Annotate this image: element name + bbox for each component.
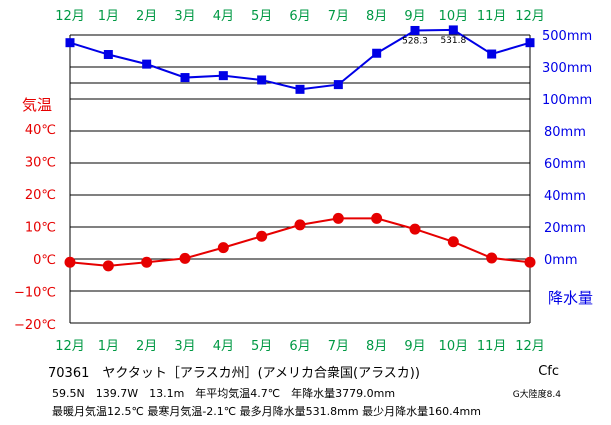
temperature-point — [524, 256, 536, 268]
temperature-tick-label: 30℃ — [25, 156, 56, 171]
precipitation-tick-label: 40mm — [544, 189, 586, 204]
month-label-bottom: 3月 — [174, 339, 195, 354]
month-label-bottom: 12月 — [515, 339, 545, 354]
temperature-tick-label: 10℃ — [25, 221, 56, 236]
month-label-bottom: 7月 — [328, 339, 349, 354]
precipitation-axis-title: 降水量 — [548, 289, 593, 307]
month-label-top: 12月 — [515, 9, 545, 24]
station-title: 70361 ヤクタット［アラスカ州］(アメリカ合衆国(アラスカ)) — [48, 366, 420, 381]
month-label-bottom: 4月 — [213, 339, 234, 354]
precipitation-tick-label: 500mm — [542, 29, 592, 44]
precipitation-series: 528.3 531.8 — [65, 25, 535, 94]
precipitation-tick-label: 20mm — [544, 221, 586, 236]
precipitation-point — [142, 59, 152, 69]
precipitation-tick-label: 60mm — [544, 157, 586, 172]
precipitation-point — [410, 25, 420, 35]
month-label-bottom: 8月 — [366, 339, 387, 354]
temperature-point — [447, 236, 459, 248]
temperature-axis: 気温 40℃ 30℃ 20℃ 10℃ 0℃ −10℃ −20℃ — [14, 96, 56, 333]
climate-classification: Cfc — [538, 364, 559, 379]
station-extremes: 最暖月気温12.5℃ 最寒月気温-2.1℃ 最多月降水量531.8mm 最少月降… — [52, 405, 481, 418]
temperature-point — [486, 252, 498, 264]
precipitation-point — [218, 71, 228, 81]
continentality-index: G大陸度8.4 — [512, 390, 561, 400]
month-label-bottom: 2月 — [136, 339, 157, 354]
month-label-top: 11月 — [477, 9, 507, 24]
precipitation-point — [333, 80, 343, 90]
month-label-top: 4月 — [213, 9, 234, 24]
temperature-point — [332, 212, 344, 224]
month-label-bottom: 10月 — [439, 339, 469, 354]
temperature-tick-label: −10℃ — [14, 286, 56, 301]
month-label-top: 12月 — [55, 9, 85, 24]
month-label-bottom: 1月 — [98, 339, 119, 354]
precipitation-point — [487, 49, 497, 59]
temperature-point — [217, 242, 229, 254]
month-label-top: 9月 — [404, 9, 425, 24]
top-month-labels: 12月 1月 2月 3月 4月 5月 6月 7月 8月 9月 10月 11月 12月 — [55, 9, 545, 24]
precipitation-tick-label: 100mm — [542, 93, 592, 108]
month-label-top: 5月 — [251, 9, 272, 24]
month-label-top: 7月 — [328, 9, 349, 24]
precipitation-tick-label: 80mm — [544, 125, 586, 140]
temperature-point — [256, 230, 268, 242]
temperature-point — [371, 212, 383, 224]
precipitation-axis: 降水量 500mm 300mm 100mm 80mm 60mm 40mm 20mm 0mm — [542, 29, 593, 307]
precipitation-point — [103, 50, 113, 60]
month-label-bottom: 12月 — [55, 339, 85, 354]
month-label-top: 1月 — [98, 9, 119, 24]
month-label-bottom: 5月 — [251, 339, 272, 354]
month-label-top: 2月 — [136, 9, 157, 24]
bottom-month-labels: 12月 1月 2月 3月 4月 5月 6月 7月 8月 9月 10月 11月 12月 — [55, 339, 545, 354]
temperature-point — [102, 260, 114, 272]
month-label-top: 8月 — [366, 9, 387, 24]
precipitation-point — [257, 75, 267, 85]
grid-lines — [69, 34, 531, 324]
temperature-tick-label: 0℃ — [33, 253, 56, 268]
temperature-point — [141, 256, 153, 268]
temperature-axis-title: 気温 — [22, 96, 52, 114]
temperature-point — [179, 252, 191, 264]
month-label-top: 10月 — [439, 9, 469, 24]
temperature-point — [294, 219, 306, 231]
precipitation-data-label: 528.3 — [402, 36, 428, 46]
month-label-bottom: 9月 — [404, 339, 425, 354]
month-label-top: 6月 — [289, 9, 310, 24]
month-label-bottom: 6月 — [289, 339, 310, 354]
month-label-top: 3月 — [174, 9, 195, 24]
precipitation-tick-label: 0mm — [544, 253, 578, 268]
precipitation-point — [448, 25, 458, 35]
precipitation-point — [525, 38, 535, 48]
temperature-point — [409, 223, 421, 235]
temperature-tick-label: −20℃ — [14, 318, 56, 333]
month-label-bottom: 11月 — [477, 339, 507, 354]
precipitation-point — [180, 73, 190, 83]
precipitation-point — [65, 38, 75, 48]
temperature-tick-label: 20℃ — [25, 188, 56, 203]
temperature-tick-label: 40℃ — [25, 123, 56, 138]
station-coordinates: 59.5N 139.7W 13.1m 年平均気温4.7℃ 年降水量3779.0m… — [52, 387, 396, 400]
precipitation-data-label: 531.8 — [440, 36, 466, 46]
temperature-point — [64, 256, 76, 268]
precipitation-point — [295, 84, 305, 94]
precipitation-tick-label: 300mm — [542, 61, 592, 76]
temperature-series — [64, 212, 536, 272]
precipitation-point — [372, 48, 382, 58]
